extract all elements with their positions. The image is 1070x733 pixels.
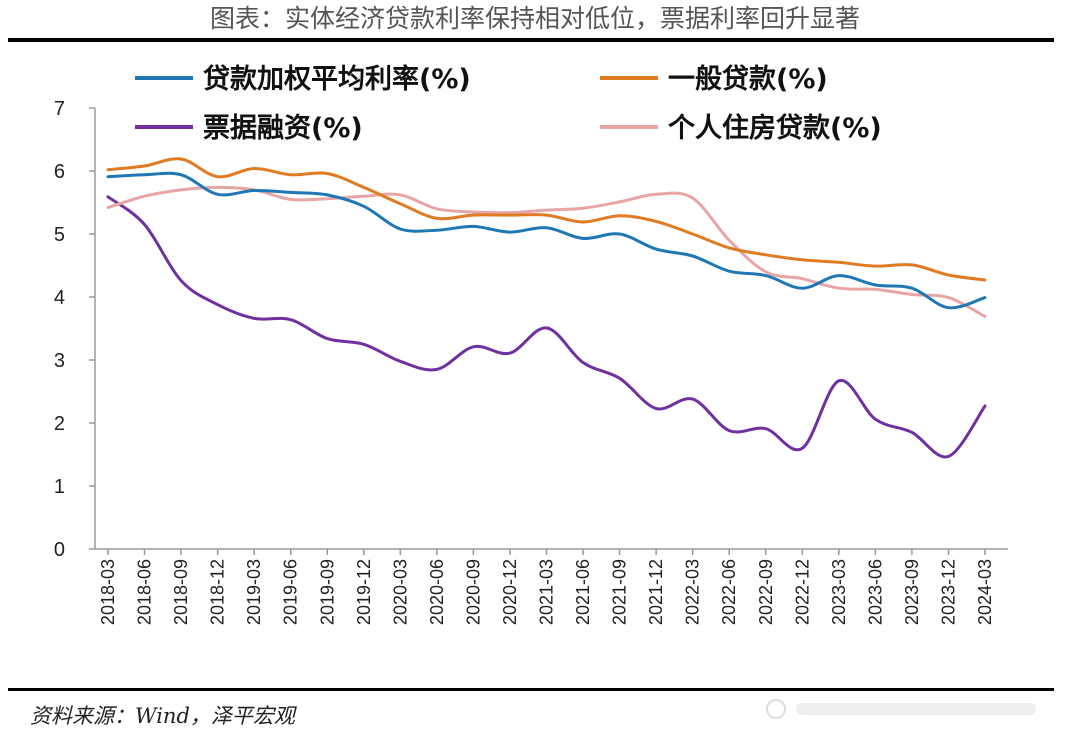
chart-title: 图表：实体经济贷款利率保持相对低位，票据利率回升显著: [209, 4, 860, 33]
x-tick-label: 2020-12: [500, 559, 520, 625]
x-tick-label: 2023-03: [829, 559, 849, 625]
x-tick-label: 2022-06: [719, 559, 739, 625]
x-tick-label: 2020-03: [390, 559, 410, 625]
x-tick-label: 2023-12: [938, 559, 958, 625]
y-tick-label: 7: [54, 98, 65, 120]
chart-axes: 0 1 2 3 4 5 6 7 2018-03 2018-06 2018-09 2018-12 2019…: [54, 98, 1008, 625]
x-tick-label: 2022-12: [792, 559, 812, 625]
x-tick-label: 2023-09: [902, 559, 922, 625]
y-tick-label: 4: [54, 287, 65, 309]
x-tick-label: 2019-09: [317, 559, 337, 625]
x-tick-label: 2021-09: [610, 559, 630, 625]
top-rule: [8, 38, 1054, 42]
y-tick-label: 5: [54, 224, 65, 246]
x-tick-label: 2021-06: [573, 559, 593, 625]
legend-label-1: 一般贷款(%): [668, 63, 828, 95]
y-tick-label: 0: [54, 539, 65, 561]
y-tick-label: 1: [54, 476, 65, 498]
x-tick-label: 2021-03: [537, 559, 557, 625]
y-tick-label: 2: [54, 413, 65, 435]
x-tick-label: 2022-03: [683, 559, 703, 625]
chart-legend: 贷款加权平均利率(%) 一般贷款(%) 票据融资(%) 个人住房贷款(%): [135, 63, 882, 144]
x-tick-label: 2018-09: [171, 559, 191, 625]
series-line-1: [106, 157, 987, 282]
watermark-logo: [766, 699, 1036, 719]
series-line-0: [106, 171, 987, 310]
x-tick-label: 2018-12: [208, 559, 228, 625]
source-note: 资料来源：Wind，泽平宏观: [30, 704, 295, 728]
x-tick-label: 2021-12: [646, 559, 666, 625]
x-tick-label: 2018-03: [98, 559, 118, 625]
x-tick-label: 2022-09: [756, 559, 776, 625]
x-tick-label: 2020-09: [463, 559, 483, 625]
y-tick-label: 3: [54, 350, 65, 372]
x-tick-label: 2019-12: [354, 559, 374, 625]
series-line-3: [106, 185, 987, 318]
x-tick-label: 2019-03: [244, 559, 264, 625]
x-tick-label: 2024-03: [975, 559, 995, 625]
series-line-2: [106, 195, 987, 459]
legend-label-2: 票据融资(%): [203, 113, 363, 144]
y-tick-label: 6: [54, 161, 65, 183]
x-tick-label: 2023-06: [865, 559, 885, 625]
x-tick-label: 2020-06: [427, 559, 447, 625]
x-tick-label: 2018-06: [135, 559, 155, 625]
bottom-rule: [8, 688, 1054, 691]
x-tick-label: 2019-06: [281, 559, 301, 625]
legend-label-3: 个人住房贷款(%): [668, 112, 882, 144]
series-lines: [106, 157, 987, 459]
legend-label-0: 贷款加权平均利率(%): [203, 63, 471, 95]
